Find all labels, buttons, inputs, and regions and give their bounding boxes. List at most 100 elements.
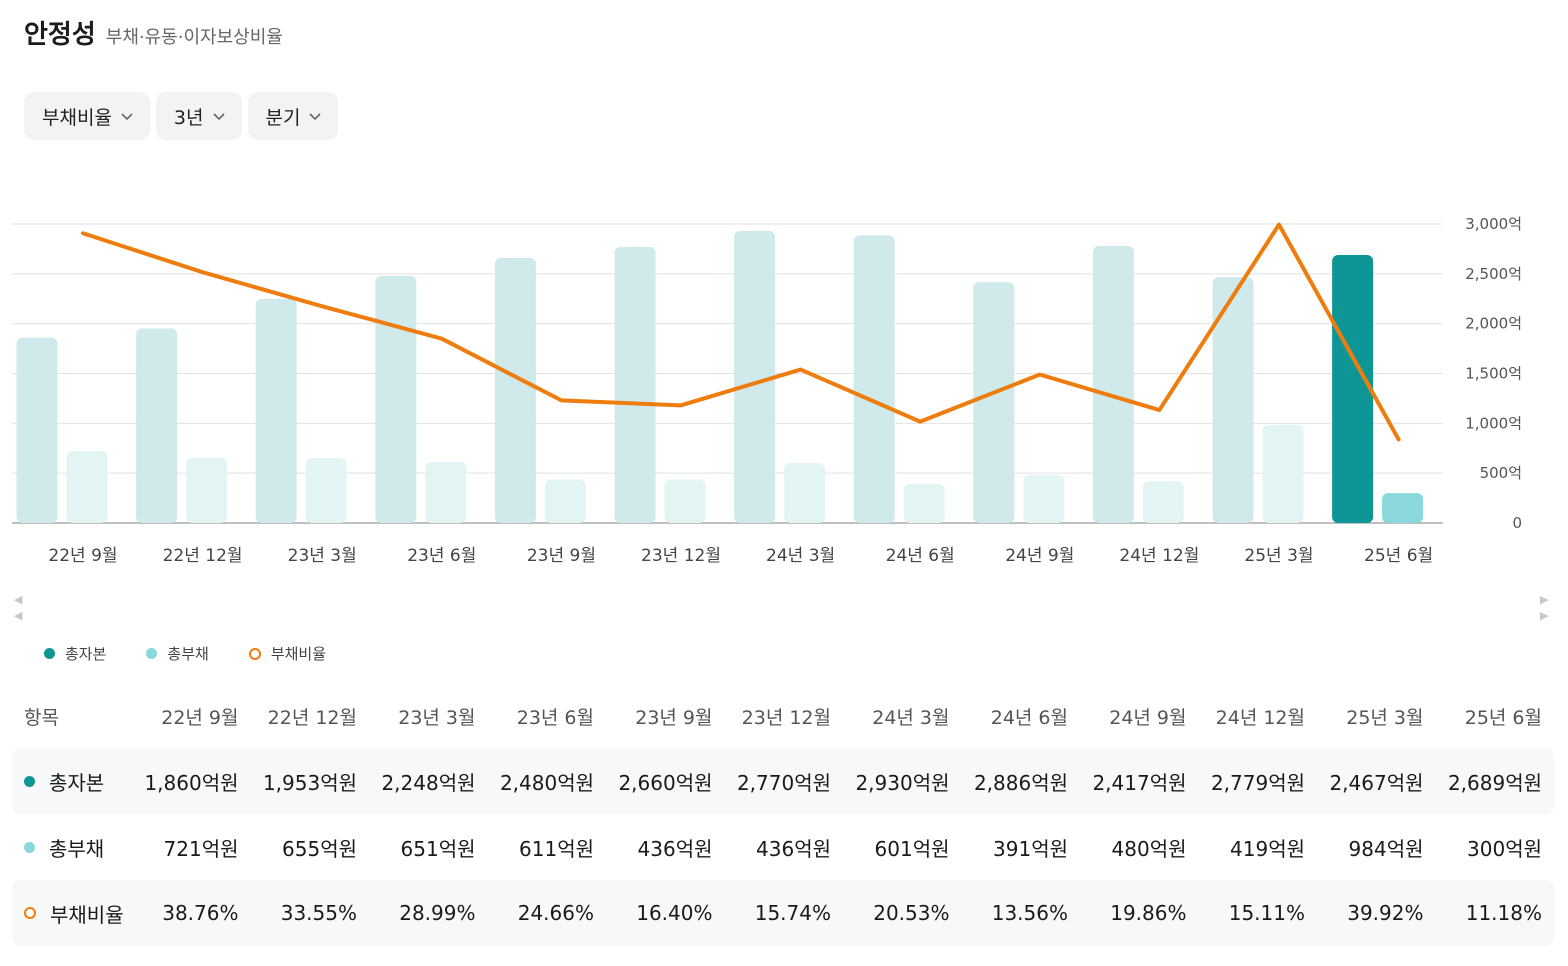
table-row: 총부채 721억원 655억원 651억원 611억원 436억원 436억원 601억원 39… xyxy=(12,814,1554,880)
y-tick-label: 3,000억 xyxy=(1465,215,1522,233)
table-cell: 2,779억원 xyxy=(1210,770,1305,795)
filter-bar: 부채비율 3년 분기 xyxy=(24,92,339,140)
x-tick-label: 22년 12월 xyxy=(163,546,243,566)
x-tick-label: 25년 6월 xyxy=(1364,546,1433,566)
bar-equity xyxy=(973,282,1015,523)
bar-equity xyxy=(614,246,656,523)
table-column-header: 22년 9월 xyxy=(161,706,239,729)
table-cell: 2,480억원 xyxy=(499,770,594,795)
bar-equity xyxy=(375,275,417,523)
table-header-label: 항목 xyxy=(24,706,59,729)
table-row-label: 부채비율 xyxy=(12,899,132,928)
section-header: 안정성 부채·유동·이자보상비율 xyxy=(24,14,283,51)
bar-liability xyxy=(425,462,467,523)
x-tick-label: 25년 3월 xyxy=(1244,546,1313,566)
period-dropdown-label: 3년 xyxy=(173,106,204,129)
table-column-header: 24년 12월 xyxy=(1215,706,1305,729)
bar-equity xyxy=(1092,246,1134,523)
table-cell: 13.56% xyxy=(991,901,1068,925)
legend-item-liability[interactable]: 총부채 xyxy=(146,643,209,664)
table-column-header: 24년 9월 xyxy=(1109,706,1187,729)
table-header-row: 항목 22년 9월 22년 12월 23년 3월 23년 6월 23년 9월 23년 12… xyxy=(12,684,1554,748)
row-label-text: 총자본 xyxy=(49,770,105,795)
bar-liability xyxy=(903,484,945,523)
row-label-text: 총부채 xyxy=(49,836,105,861)
stability-chart: 0 500억 1,000억 1,500억 2,000억 2,500억 3,000억 22년 9… xyxy=(12,215,1522,566)
table-row: 부채비율 38.76% 33.55% 28.99% 24.66% 16.40% 15.74%… xyxy=(12,880,1554,946)
chevron-down-icon xyxy=(212,113,225,121)
x-tick-label: 24년 9월 xyxy=(1005,546,1074,566)
bar-equity xyxy=(734,230,776,523)
table-cell: 419억원 xyxy=(1230,836,1305,861)
table-column-header: 24년 3월 xyxy=(872,706,950,729)
table-column-header: 25년 6월 xyxy=(1464,706,1542,729)
table-cell: 2,930억원 xyxy=(855,770,950,795)
legend-item-ratio[interactable]: 부채비율 xyxy=(248,643,327,664)
table-cell: 11.18% xyxy=(1465,901,1542,925)
legend-equity-label: 총자본 xyxy=(65,645,107,663)
section-title: 안정성 xyxy=(24,20,96,50)
bar-liability xyxy=(186,457,228,523)
row-marker-dot xyxy=(24,775,35,787)
table-column-header: 24년 6월 xyxy=(990,706,1068,729)
bar-equity xyxy=(16,337,58,523)
row-marker-dot xyxy=(24,841,35,853)
table-cell: 19.86% xyxy=(1110,901,1187,925)
table-column-header: 23년 3월 xyxy=(398,706,476,729)
metric-dropdown[interactable]: 부채비율 xyxy=(24,92,150,140)
scroll-left-icon[interactable]: ◀ xyxy=(14,593,23,606)
table-cell: 601억원 xyxy=(874,836,950,861)
table-cell: 300억원 xyxy=(1467,836,1542,861)
legend-ratio-label: 부채비율 xyxy=(270,645,327,663)
y-tick-label: 2,000억 xyxy=(1465,315,1522,333)
table-cell: 984억원 xyxy=(1348,836,1424,861)
bar-liability xyxy=(1262,424,1304,523)
table-cell: 24.66% xyxy=(517,901,594,925)
table-cell: 391억원 xyxy=(993,836,1068,861)
section-subtitle: 부채·유동·이자보상비율 xyxy=(105,27,283,48)
x-tick-label: 23년 6월 xyxy=(407,546,476,566)
table-cell: 2,467억원 xyxy=(1329,770,1424,795)
bar-liability xyxy=(544,479,586,523)
table-cell: 2,417억원 xyxy=(1092,770,1187,795)
table-column-header: 23년 9월 xyxy=(635,706,713,729)
table-cell: 38.76% xyxy=(162,901,239,925)
table-cell: 28.99% xyxy=(399,901,476,925)
table-cell: 436억원 xyxy=(637,836,713,861)
table-column-header: 23년 12월 xyxy=(741,706,831,729)
bar-equity xyxy=(1332,254,1374,523)
bar-equity xyxy=(136,328,178,523)
table-cell: 16.40% xyxy=(636,901,713,925)
bar-liability xyxy=(664,479,706,523)
bar-equity xyxy=(494,257,536,523)
table-cell: 721억원 xyxy=(163,836,239,861)
table-cell: 15.74% xyxy=(754,901,831,925)
scroll-left-small-icon[interactable]: ◀ xyxy=(14,609,23,622)
table-cell: 20.53% xyxy=(873,901,950,925)
y-tick-label: 1,500억 xyxy=(1465,365,1522,383)
row-label-text: 부채비율 xyxy=(50,902,124,927)
bar-liability xyxy=(1142,481,1184,523)
bar-liability xyxy=(784,463,826,523)
table-column-header: 23년 6월 xyxy=(516,706,594,729)
bar-equity xyxy=(853,235,895,523)
interval-dropdown[interactable]: 분기 xyxy=(247,92,339,140)
table-cell: 2,689억원 xyxy=(1447,770,1542,795)
data-table: 항목 22년 9월 22년 12월 23년 3월 23년 6월 23년 9월 23년 12… xyxy=(12,684,1554,946)
scroll-right-small-icon[interactable]: ▶ xyxy=(1540,609,1549,622)
x-tick-label: 23년 12월 xyxy=(641,546,721,566)
table-cell: 33.55% xyxy=(280,901,357,925)
period-dropdown[interactable]: 3년 xyxy=(155,92,242,140)
chevron-down-icon xyxy=(309,113,322,121)
y-tick-label: 1,000억 xyxy=(1465,414,1522,432)
table-row: 총자본 1,860억원 1,953억원 2,248억원 2,480억원 2,660억원 2,… xyxy=(12,748,1554,814)
legend-equity-dot xyxy=(44,648,55,659)
bar-liability xyxy=(66,451,108,523)
scroll-right-icon[interactable]: ▶ xyxy=(1540,593,1549,606)
table-cell: 655억원 xyxy=(282,836,357,861)
bar-liability xyxy=(305,458,347,523)
legend-item-equity[interactable]: 총자본 xyxy=(44,643,106,664)
table-cell: 2,886억원 xyxy=(973,770,1068,795)
table-cell: 480억원 xyxy=(1111,836,1187,861)
bar-liability xyxy=(1382,493,1424,523)
